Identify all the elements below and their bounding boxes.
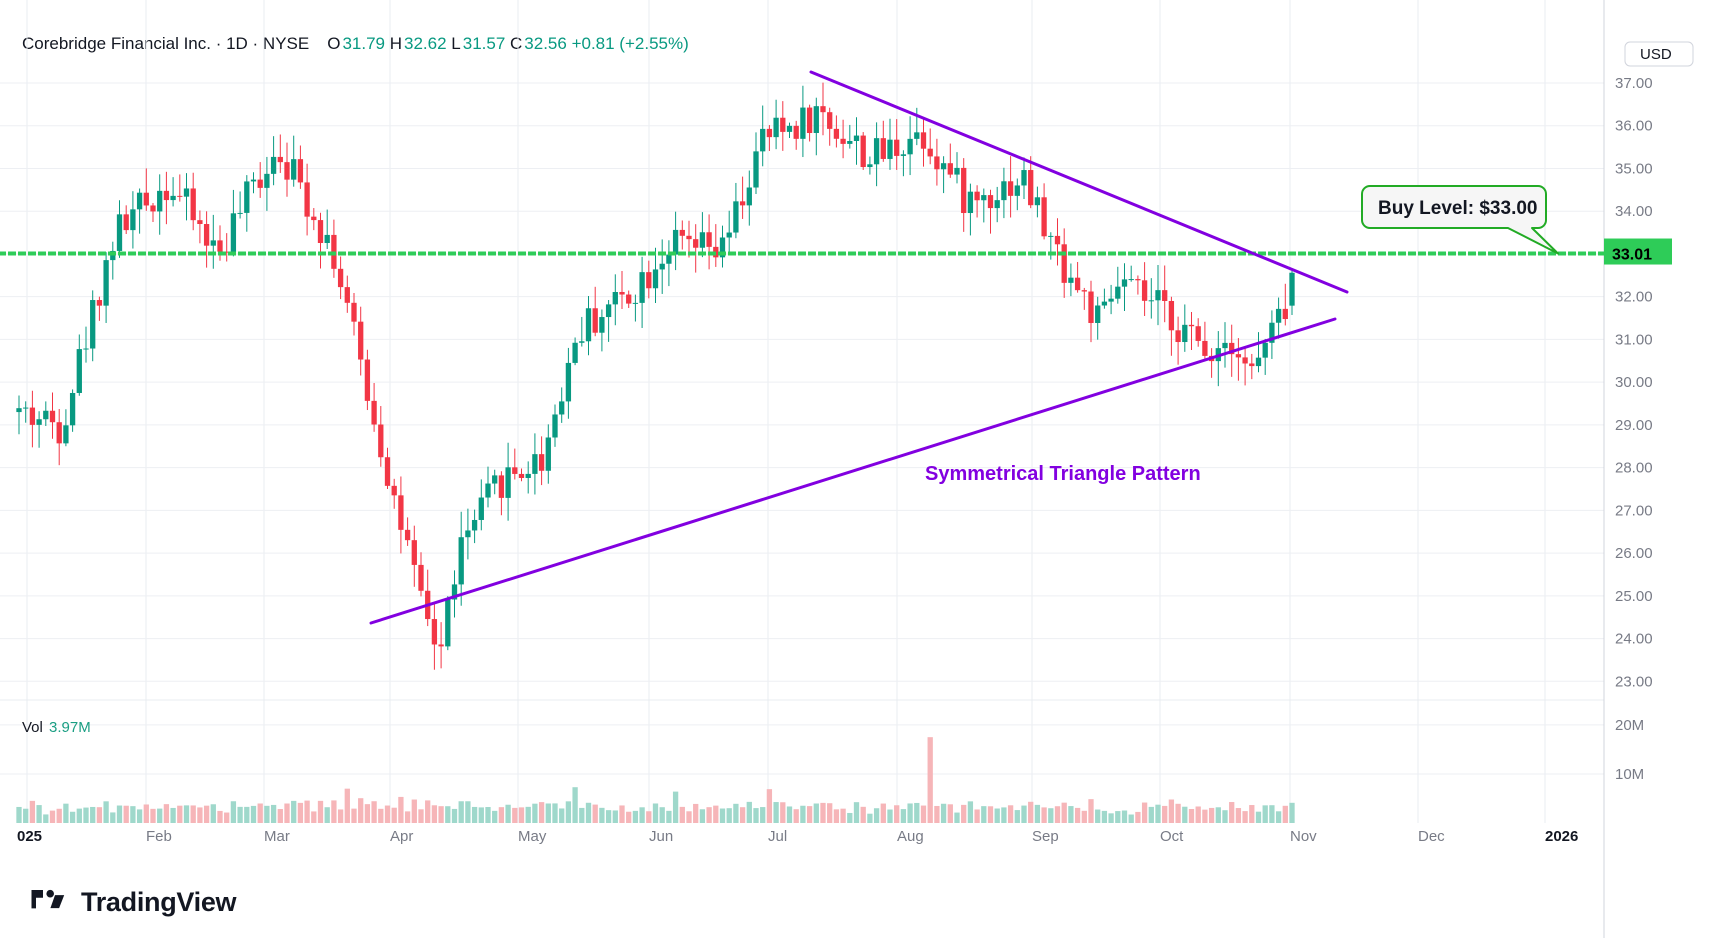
svg-text:31.00: 31.00 xyxy=(1615,331,1653,348)
svg-text:3.97M: 3.97M xyxy=(49,719,91,736)
svg-text:Symmetrical Triangle Pattern: Symmetrical Triangle Pattern xyxy=(925,463,1201,485)
svg-text:35.00: 35.00 xyxy=(1615,160,1653,177)
svg-text:Jun: Jun xyxy=(649,828,673,845)
svg-text:Sep: Sep xyxy=(1032,828,1059,845)
svg-text:Oct: Oct xyxy=(1160,828,1184,845)
svg-text:27.00: 27.00 xyxy=(1615,502,1653,519)
svg-text:37.00: 37.00 xyxy=(1615,75,1653,92)
svg-text:Feb: Feb xyxy=(146,828,172,845)
svg-text:Vol: Vol xyxy=(22,719,43,736)
svg-text:29.00: 29.00 xyxy=(1615,417,1653,434)
svg-text:24.00: 24.00 xyxy=(1615,631,1653,648)
svg-text:025: 025 xyxy=(17,828,42,845)
svg-text:10M: 10M xyxy=(1615,766,1644,783)
svg-text:32.00: 32.00 xyxy=(1615,289,1653,306)
svg-text:Buy Level: $33.00: Buy Level: $33.00 xyxy=(1378,198,1537,219)
svg-text:Jul: Jul xyxy=(768,828,787,845)
svg-text:Mar: Mar xyxy=(264,828,290,845)
svg-text:Aug: Aug xyxy=(897,828,924,845)
svg-text:USD: USD xyxy=(1640,46,1672,63)
svg-text:34.00: 34.00 xyxy=(1615,203,1653,220)
svg-text:26.00: 26.00 xyxy=(1615,545,1653,562)
svg-text:20M: 20M xyxy=(1615,717,1644,734)
svg-text:36.00: 36.00 xyxy=(1615,118,1653,135)
svg-text:25.00: 25.00 xyxy=(1615,588,1653,605)
svg-text:Nov: Nov xyxy=(1290,828,1317,845)
svg-text:30.00: 30.00 xyxy=(1615,374,1653,391)
svg-text:23.00: 23.00 xyxy=(1615,673,1653,690)
svg-text:28.00: 28.00 xyxy=(1615,460,1653,477)
svg-text:Apr: Apr xyxy=(390,828,413,845)
svg-text:2026: 2026 xyxy=(1545,828,1578,845)
svg-text:May: May xyxy=(518,828,547,845)
svg-text:Dec: Dec xyxy=(1418,828,1445,845)
svg-text:33.01: 33.01 xyxy=(1612,247,1652,264)
